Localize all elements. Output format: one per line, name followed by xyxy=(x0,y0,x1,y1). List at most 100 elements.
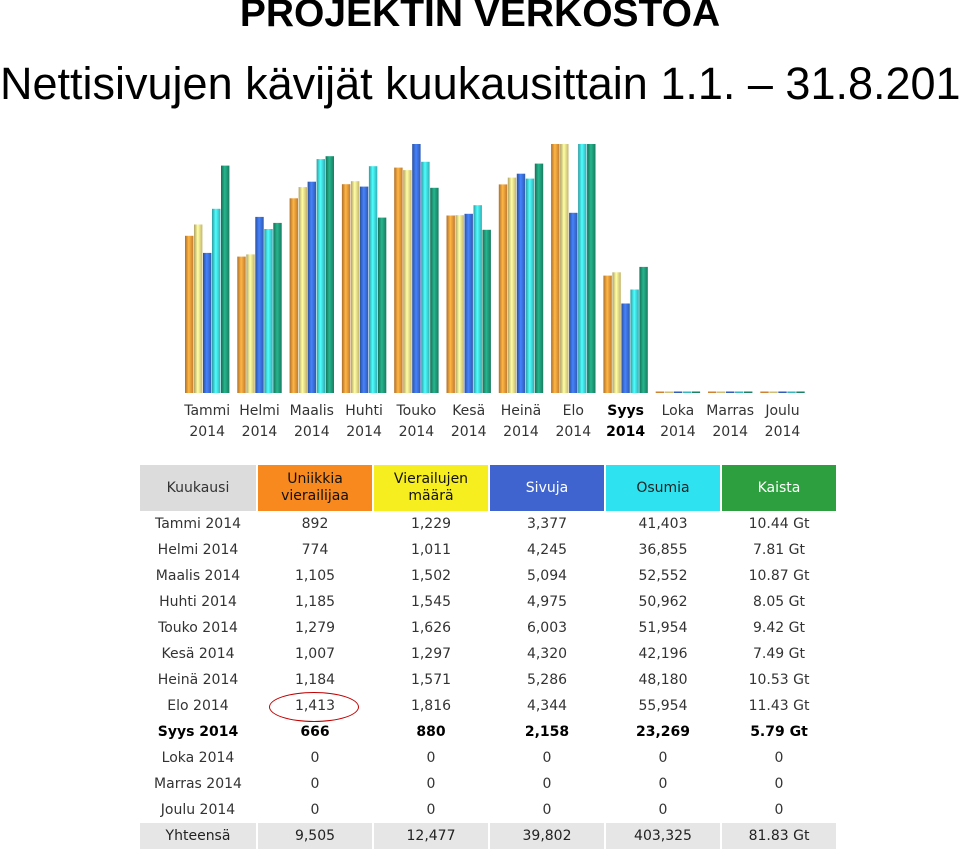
value-cell: 0 xyxy=(542,802,552,818)
bar-3-1 xyxy=(264,229,273,393)
highlighted-value: 1,413 xyxy=(268,692,360,722)
value-cell: 4,320 xyxy=(526,646,568,662)
value-cell: 1,571 xyxy=(410,672,452,688)
month-cell: Tammi 2014 xyxy=(154,516,242,532)
page-subtitle: Nettisivujen kävijät kuukausittain 1.1. … xyxy=(0,58,960,109)
bar-2-10 xyxy=(726,391,735,393)
bar-3-2 xyxy=(316,159,325,393)
x-tick-label: 2014 xyxy=(242,424,278,440)
value-cell: 6,003 xyxy=(526,620,568,636)
month-cell: Elo 2014 xyxy=(167,698,229,714)
bar-0-6 xyxy=(498,184,508,393)
month-cell: Marras 2014 xyxy=(154,776,242,792)
value-cell: 0 xyxy=(774,802,784,818)
value-cell: 52,552 xyxy=(638,568,688,584)
value-cell: 23,269 xyxy=(635,724,691,740)
column-header: Sivuja xyxy=(490,465,604,511)
page-title: PROJEKTIN VERKOSTOA xyxy=(239,0,721,35)
x-tick-label: Elo xyxy=(563,403,584,419)
bar-1-0 xyxy=(194,224,203,393)
total-value: 403,325 xyxy=(606,823,720,849)
bar-4-10 xyxy=(744,391,753,393)
bar-1-3 xyxy=(350,181,360,393)
value-cell: 1,413 xyxy=(258,692,372,722)
value-cell: 4,975 xyxy=(526,594,568,610)
value-cell: 0 xyxy=(426,776,436,792)
bar-1-6 xyxy=(507,177,517,393)
value-cell: 3,377 xyxy=(526,516,568,532)
value-cell: 11.43 Gt xyxy=(748,698,810,714)
bar-3-5 xyxy=(473,205,482,393)
value-cell: 50,962 xyxy=(638,594,688,610)
bar-0-4 xyxy=(394,167,403,393)
x-tick-label: Maalis xyxy=(290,403,334,419)
bar-4-11 xyxy=(796,391,805,393)
value-cell: 5.79 Gt xyxy=(750,724,808,740)
bar-4-2 xyxy=(325,156,334,393)
x-tick-label: 2014 xyxy=(660,424,696,440)
value-cell: 0 xyxy=(658,750,668,766)
bar-4-8 xyxy=(639,266,648,393)
table-total-row: Yhteensä 9,505 12,477 39,802 403,325 81.83 Gt xyxy=(140,823,836,849)
value-cell: 1,502 xyxy=(410,568,452,584)
bar-2-2 xyxy=(307,181,316,393)
value-cell: 5,094 xyxy=(526,568,568,584)
bar-2-1 xyxy=(255,216,264,393)
value-cell: 2,158 xyxy=(524,724,570,740)
value-cell: 5,286 xyxy=(526,672,568,688)
x-tick-label: Heinä xyxy=(501,403,541,419)
bar-4-7 xyxy=(587,144,596,393)
bar-1-8 xyxy=(612,272,621,393)
monthly-visitors-chart: Tammi 2014 Helmi 2014 Maalis 2014 Huhti 2014 Tou… xyxy=(183,144,805,440)
value-cell: 0 xyxy=(310,750,320,766)
value-cell: 9.42 Gt xyxy=(753,620,805,636)
x-tick-label: Tammi xyxy=(183,403,230,419)
value-cell: 48,180 xyxy=(638,672,688,688)
bar-2-7 xyxy=(569,212,578,393)
x-tick-label: 2014 xyxy=(451,424,487,440)
table-row: Tammi 2014 892 1,229 3,377 41,403 10.44 Gt xyxy=(140,511,836,537)
bar-3-3 xyxy=(368,166,378,393)
bar-4-6 xyxy=(534,163,544,393)
month-cell: Loka 2014 xyxy=(161,750,235,766)
bar-3-0 xyxy=(212,208,221,393)
value-cell: 0 xyxy=(310,802,320,818)
value-cell: 51,954 xyxy=(638,620,688,636)
table-row: Huhti 2014 1,185 1,545 4,975 50,962 8.05 Gt xyxy=(140,589,836,615)
value-cell: 42,196 xyxy=(638,646,688,662)
table-row: Syys 2014 666 880 2,158 23,269 5.79 Gt xyxy=(140,719,836,745)
table-row: Touko 2014 1,279 1,626 6,003 51,954 9.42 Gt xyxy=(140,615,836,641)
column-header: Osumia xyxy=(606,465,720,511)
x-tick-label: Loka xyxy=(662,403,695,419)
table-row: Elo 2014 1,413 1,816 4,344 55,954 11.43 Gt xyxy=(140,692,836,722)
value-cell: 8.05 Gt xyxy=(753,594,805,610)
value-cell: 1,626 xyxy=(410,620,452,636)
month-cell: Joulu 2014 xyxy=(160,802,236,818)
bar-4-0 xyxy=(221,165,230,393)
bar-3-11 xyxy=(787,391,796,393)
value-cell: 666 xyxy=(300,724,330,740)
value-cell: 41,403 xyxy=(638,516,688,532)
month-cell: Touko 2014 xyxy=(158,620,238,636)
value-cell: 1,816 xyxy=(410,698,452,714)
bar-4-5 xyxy=(482,229,491,393)
bar-1-5 xyxy=(455,215,464,393)
value-cell: 892 xyxy=(301,516,329,532)
x-tick-label: Syys xyxy=(607,403,644,419)
table-row: Heinä 2014 1,184 1,571 5,286 48,180 10.53 Gt xyxy=(140,667,836,693)
value-cell: 36,855 xyxy=(638,542,688,558)
table-body: Tammi 2014 892 1,229 3,377 41,403 10.44 Gt Hel… xyxy=(140,511,836,823)
value-cell: 1,007 xyxy=(294,646,336,662)
x-tick-label: 2014 xyxy=(606,424,645,440)
bar-0-5 xyxy=(446,215,455,393)
value-cell: 1,185 xyxy=(294,594,336,610)
bar-0-7 xyxy=(551,144,560,393)
table-row: Helmi 2014 774 1,011 4,245 36,855 7.81 Gt xyxy=(140,537,836,563)
bar-3-4 xyxy=(421,161,430,393)
x-tick-label: Joulu xyxy=(764,403,799,419)
column-header: Uniikkia vierailijaa xyxy=(258,465,372,511)
x-tick-label: Helmi xyxy=(239,403,280,419)
x-tick-label: 2014 xyxy=(399,424,435,440)
value-cell: 0 xyxy=(310,776,320,792)
bar-2-11 xyxy=(778,391,787,393)
